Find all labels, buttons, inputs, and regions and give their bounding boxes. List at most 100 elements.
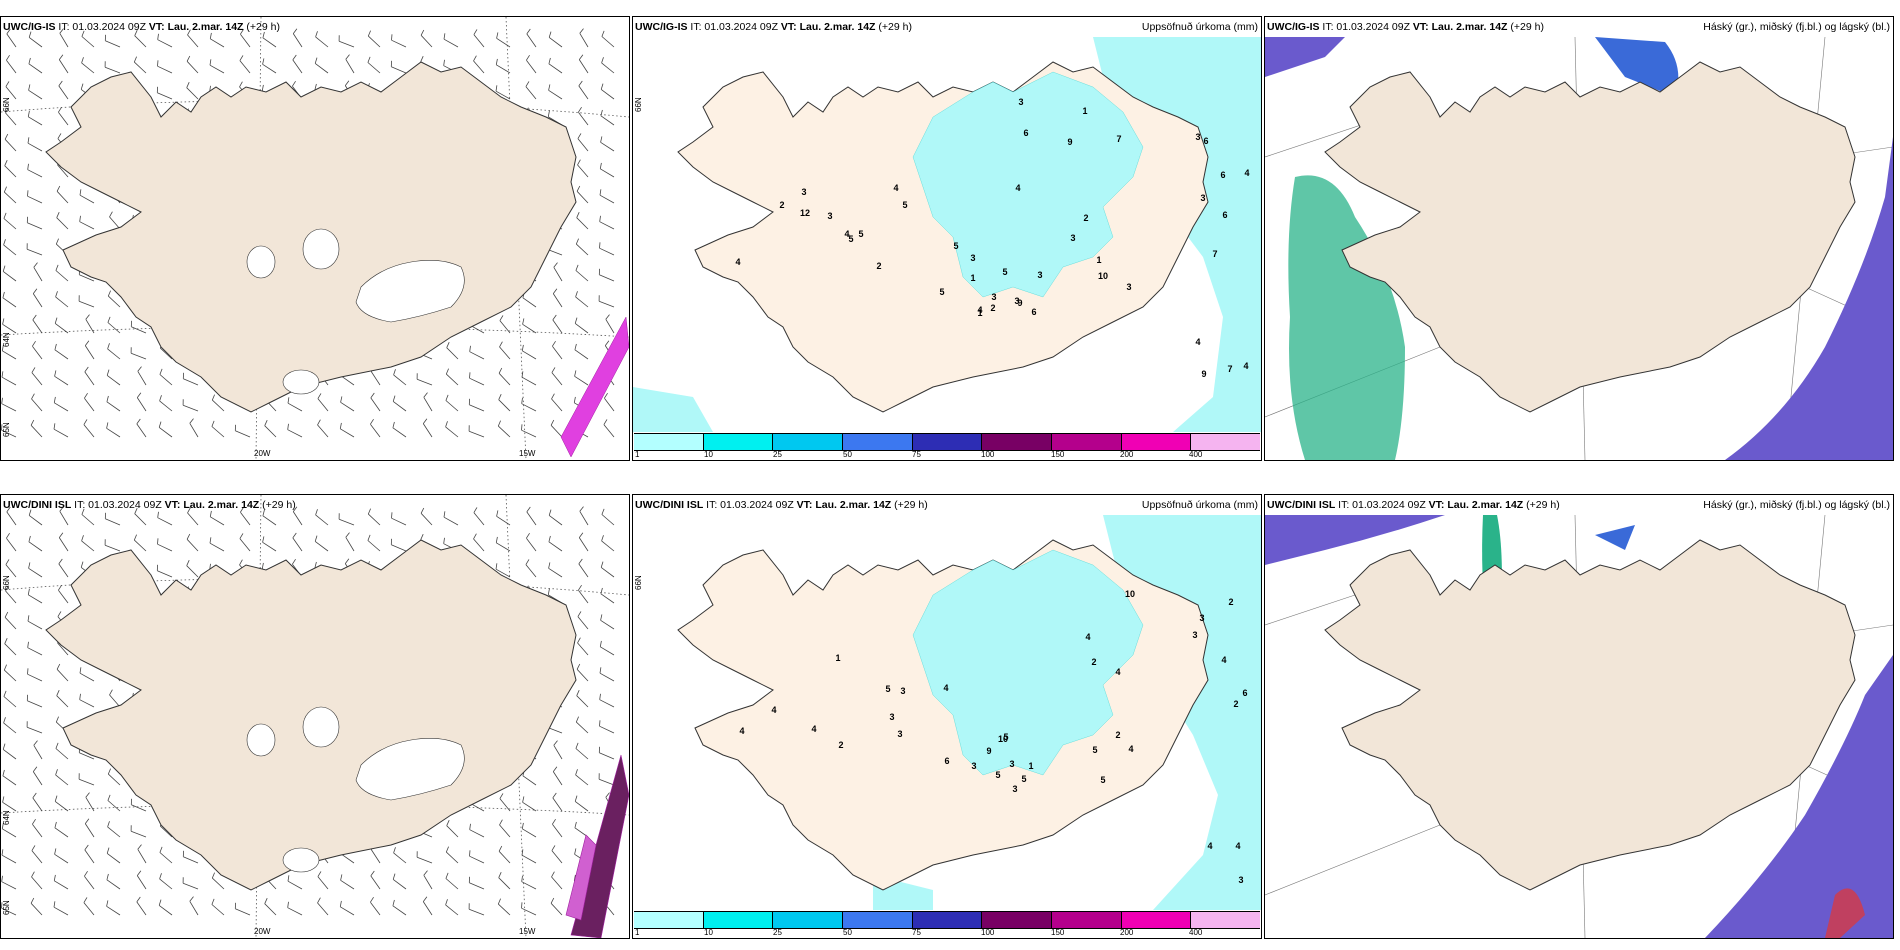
wind-barb xyxy=(58,563,69,578)
wind-barb xyxy=(27,169,43,178)
wind-barb xyxy=(31,372,43,386)
precip-values: 3147943655496353310444312613242623325659… xyxy=(735,97,1249,379)
wind-barb-flag xyxy=(292,558,296,565)
wind-barb-flag xyxy=(32,288,38,294)
wind-barb-flag xyxy=(420,534,424,540)
wind-barb xyxy=(79,672,95,682)
wind-barb-flag xyxy=(28,31,32,38)
precip-area xyxy=(912,71,1144,298)
wind-barb-flag xyxy=(551,393,555,400)
legend-tick: 100 xyxy=(981,928,995,937)
wind-barb xyxy=(56,191,69,204)
precip-map: 3147943655496353310444312613242623325659… xyxy=(633,37,1261,432)
wind-barb-flag xyxy=(345,54,350,60)
wind-barb xyxy=(498,399,511,412)
wind-barb-flag xyxy=(84,340,90,346)
precip-value: 3 xyxy=(1126,282,1131,292)
wind-barb-flag xyxy=(1,849,4,856)
wind-barb-flag xyxy=(526,532,530,539)
wind-barb xyxy=(31,398,43,412)
wind-barb-flag xyxy=(574,343,577,350)
wind-barb-flag xyxy=(32,792,37,799)
wind-barb-flag xyxy=(79,215,81,222)
low-cloud xyxy=(1705,655,1893,938)
wind-barb-flag xyxy=(445,846,449,853)
precip-value: 1 xyxy=(1082,106,1087,116)
wind-barb-flag xyxy=(551,845,556,851)
wind-barb xyxy=(262,515,277,526)
wind-barb-flag xyxy=(575,264,579,271)
wind-barb-flag xyxy=(574,821,577,828)
precip-value: 10 xyxy=(1098,271,1108,281)
wind-barb-flag xyxy=(27,137,30,144)
wind-barb xyxy=(28,567,43,578)
wind-barb-flag xyxy=(548,57,551,64)
wind-barb xyxy=(443,38,459,48)
wind-barb xyxy=(548,567,563,578)
wind-barb-flag xyxy=(262,536,265,543)
precip-value: 3 xyxy=(991,292,996,302)
wind-barb-flag xyxy=(239,559,243,566)
wind-barb-flag xyxy=(521,902,523,909)
wind-barb xyxy=(521,854,537,864)
wind-barb-flag xyxy=(56,212,60,218)
wind-barb xyxy=(469,404,485,412)
wind-barb xyxy=(575,270,589,282)
wind-barb xyxy=(553,745,563,760)
wind-barb-flag xyxy=(422,418,428,424)
wind-barb xyxy=(105,518,121,526)
precip-value: 2 xyxy=(1228,597,1233,607)
wind-barb-flag xyxy=(287,423,289,430)
legend-swatch xyxy=(1191,434,1261,450)
precip-value: 4 xyxy=(1128,744,1133,754)
wind-barb xyxy=(58,111,69,126)
wind-barb xyxy=(551,876,563,890)
wind-barb-flag xyxy=(83,419,88,425)
high-cloud xyxy=(1288,175,1405,460)
wind-barb-flag xyxy=(599,720,601,727)
wind-barb xyxy=(548,89,563,100)
wind-barb-flag xyxy=(314,535,318,542)
wind-barb xyxy=(6,537,17,552)
wind-barb-flag xyxy=(443,33,446,40)
wind-barb xyxy=(158,427,173,438)
wind-barb-flag xyxy=(548,509,552,516)
wind-map-panel-igis: UWC/IG-IS IT: 01.03.2024 09Z VT: Lau. 2.… xyxy=(0,16,630,461)
wind-barb xyxy=(578,589,589,604)
wind-barb-flag xyxy=(344,558,350,564)
wind-barb-flag xyxy=(209,59,212,66)
wind-barb xyxy=(1,403,17,412)
wind-barb xyxy=(211,904,225,916)
wind-barb xyxy=(370,849,381,864)
wind-barb-flag xyxy=(340,874,343,881)
wind-barb-flag xyxy=(317,393,322,399)
wind-barb xyxy=(340,879,355,890)
wind-barb xyxy=(338,518,355,526)
wind-barb xyxy=(345,537,355,552)
wind-barb-flag xyxy=(547,110,550,117)
legend-swatch xyxy=(634,912,704,928)
wind-barb-flag xyxy=(1,822,4,829)
wind-barb xyxy=(314,541,329,552)
wind-barb xyxy=(27,700,43,708)
wind-barb xyxy=(600,646,615,656)
wind-barb-flag xyxy=(137,366,142,372)
wind-barb xyxy=(574,801,589,812)
precip-value: 4 xyxy=(1015,183,1020,193)
wind-barb xyxy=(183,378,199,386)
precip-value: 1 xyxy=(1096,255,1101,265)
wind-barb-flag xyxy=(84,870,88,877)
wind-barb xyxy=(473,512,485,526)
wind-barb xyxy=(599,672,615,682)
wind-barb xyxy=(85,319,95,334)
wind-barb xyxy=(58,537,69,552)
wind-barb xyxy=(262,541,277,552)
wind-barb-flag xyxy=(521,822,524,829)
coast-precip xyxy=(560,316,629,458)
wind-barb-flag xyxy=(578,584,582,591)
wind-barb xyxy=(370,371,381,386)
precip-value: 7 xyxy=(1227,364,1232,374)
wind-barb xyxy=(473,60,485,74)
wind-barb xyxy=(550,425,563,438)
wind-barb-flag xyxy=(58,584,62,591)
